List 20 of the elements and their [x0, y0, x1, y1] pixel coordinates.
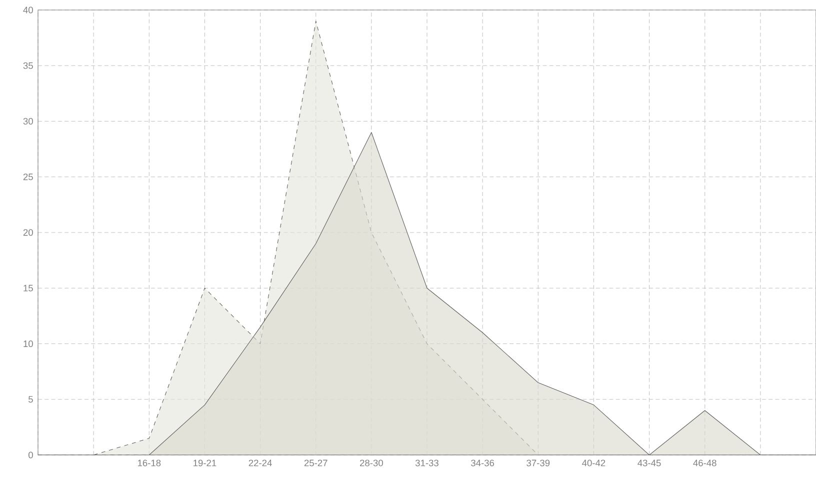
- y-tick-label: 15: [24, 285, 33, 292]
- y-tick-label: 25: [23, 174, 33, 180]
- y-tick-label: 30: [23, 118, 33, 125]
- y-tick-label: 5: [28, 396, 33, 403]
- x-tick-label: 34-36: [471, 460, 494, 466]
- x-tick-label: 37-39: [526, 460, 550, 466]
- x-tick-label: 46-48: [693, 460, 716, 466]
- x-tick-label: 43-45: [638, 460, 661, 466]
- x-tick-label: 31-33: [415, 460, 438, 466]
- x-tick-label: 22-24: [248, 460, 272, 466]
- y-tick-label: 40: [23, 6, 33, 14]
- y-tick-label: 20: [23, 229, 33, 236]
- x-tick-label: 25-27: [304, 460, 328, 466]
- y-tick-label: 0: [28, 452, 33, 458]
- x-tick-label: 19-21: [194, 460, 216, 466]
- x-tick-label: 40-42: [582, 460, 606, 466]
- x-tick-label: 16-18: [138, 460, 161, 466]
- y-tick-label: 35: [23, 62, 33, 70]
- x-tick-label: 28-30: [360, 460, 383, 466]
- y-tick-label: 10: [24, 340, 33, 348]
